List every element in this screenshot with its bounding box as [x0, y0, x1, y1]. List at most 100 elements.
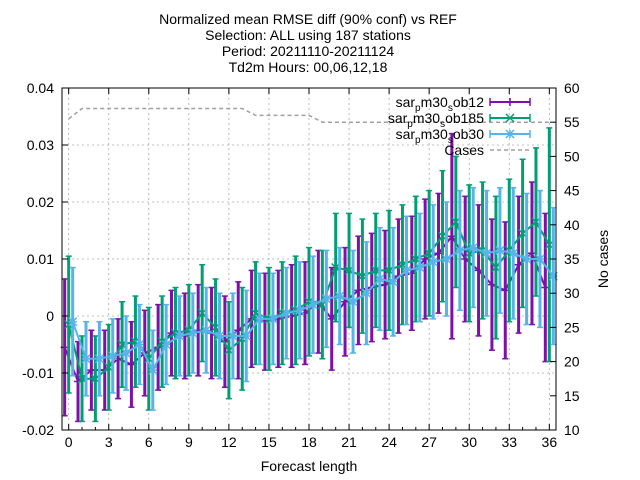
data-point [108, 351, 118, 361]
data-point [455, 245, 465, 255]
legend-label-part: s [448, 135, 453, 146]
y-tick-label: 0 [46, 308, 54, 324]
series-sar-pm30-sob185 [64, 127, 554, 423]
legend-item: sarpm30sob30 [396, 126, 531, 146]
y-tick-label: 0.03 [27, 137, 54, 153]
data-point [548, 271, 558, 281]
legend-label-part: ob185 [445, 110, 484, 126]
data-point [121, 348, 131, 358]
y2-tick-label: 35 [564, 251, 580, 267]
data-point [401, 265, 411, 275]
title-line-1: Normalized mean RMSE diff (90% conf) vs … [159, 11, 457, 27]
data-point [495, 245, 505, 255]
x-tick-label: 6 [145, 434, 153, 450]
legend-label-part: sar [396, 94, 416, 110]
data-point [68, 317, 78, 327]
x-tick-label: 33 [501, 434, 517, 450]
y-tick-label: -0.01 [22, 365, 54, 381]
data-point [482, 248, 492, 258]
y2-tick-label: 40 [564, 217, 580, 233]
y2-tick-label: 60 [564, 80, 580, 96]
data-point [201, 325, 211, 335]
data-point [361, 288, 371, 298]
data-point [441, 254, 452, 264]
y2-tick-label: 10 [564, 422, 580, 438]
series-cases [68, 107, 550, 123]
legend-label: Cases [444, 142, 484, 158]
x-tick-label: 3 [105, 434, 113, 450]
series-sar-pm30-sob30 [68, 187, 558, 411]
legend-label-part: p [415, 103, 421, 114]
y2-axis-label: No cases [595, 230, 611, 288]
title-line-4: Td2m Hours: 00,06,12,18 [229, 59, 388, 75]
data-point [415, 263, 425, 273]
plot-area [60, 107, 558, 423]
data-point [148, 365, 158, 375]
legend-item: sarpm30sob12 [396, 94, 531, 114]
data-point [295, 305, 305, 315]
x-tick-label: 27 [421, 434, 437, 450]
data-point [94, 354, 104, 364]
x-tick-label: 18 [301, 434, 317, 450]
y-tick-label: 0.02 [27, 194, 54, 210]
data-point [268, 314, 278, 324]
data-point [81, 354, 91, 364]
legend: sarpm30sob12sarpm30sob185sarpm30sob30Cas… [388, 94, 531, 158]
y2-tick-label: 50 [564, 148, 580, 164]
x-axis-label: Forecast length [261, 458, 358, 474]
data-point [468, 243, 478, 253]
legend-label-part: s [440, 119, 445, 130]
y-tick-label: 0.04 [27, 80, 54, 96]
data-point [508, 248, 518, 258]
title-line-3: Period: 20211110-20211124 [222, 43, 395, 59]
legend-marker [505, 113, 515, 123]
legend-label: sarpm30sob185 [388, 110, 484, 130]
data-point [388, 277, 398, 287]
data-point [188, 328, 198, 338]
data-point [522, 254, 532, 264]
x-tick-label: 15 [261, 434, 277, 450]
y2-tick-label: 15 [564, 388, 580, 404]
legend-label-part: p [415, 135, 421, 146]
data-point [241, 331, 251, 341]
title-line-2: Selection: ALL using 187 stations [205, 27, 411, 43]
data-point [335, 291, 345, 301]
legend-label-part: ob12 [453, 94, 484, 110]
y-tick-label: 0.01 [27, 251, 54, 267]
data-point [375, 274, 385, 284]
y2-tick-label: 55 [564, 114, 580, 130]
x-tick-label: 30 [461, 434, 477, 450]
x-tick-label: 36 [542, 434, 558, 450]
legend-label-part: m30 [421, 126, 448, 142]
axes: 0 3 6 9 12 15 18 21 24 27 30 33 36-0.02-0.0100.010.0… [22, 80, 580, 450]
legend-label: sarpm30sob30 [396, 126, 485, 146]
legend-item: sarpm30sob185 [388, 110, 531, 130]
legend-label-part: sar [388, 110, 408, 126]
legend-item: Cases [444, 142, 530, 158]
x-tick-label: 0 [65, 434, 73, 450]
data-point [321, 294, 331, 304]
data-point [308, 300, 318, 310]
x-tick-label: 12 [221, 434, 237, 450]
data-point [535, 254, 545, 264]
data-point [174, 331, 185, 341]
y-tick-label: -0.02 [22, 422, 54, 438]
data-point [281, 308, 291, 318]
chart-title: Normalized mean RMSE diff (90% conf) vs … [159, 11, 457, 75]
y2-tick-label: 30 [564, 285, 580, 301]
legend-label-part: s [448, 103, 453, 114]
x-tick-label: 21 [341, 434, 357, 450]
data-point [428, 257, 438, 267]
data-point [348, 297, 358, 307]
legend-label-part: m30 [413, 110, 440, 126]
data-point [215, 331, 225, 341]
x-tick-label: 9 [185, 434, 193, 450]
legend-marker [506, 98, 514, 106]
legend-label-part: ob30 [453, 126, 484, 142]
y2-tick-label: 25 [564, 319, 580, 335]
cases-line [68, 107, 550, 123]
x-tick-label: 24 [381, 434, 397, 450]
legend-label: sarpm30sob12 [396, 94, 485, 114]
data-point [161, 339, 171, 350]
y2-tick-label: 45 [564, 183, 580, 199]
